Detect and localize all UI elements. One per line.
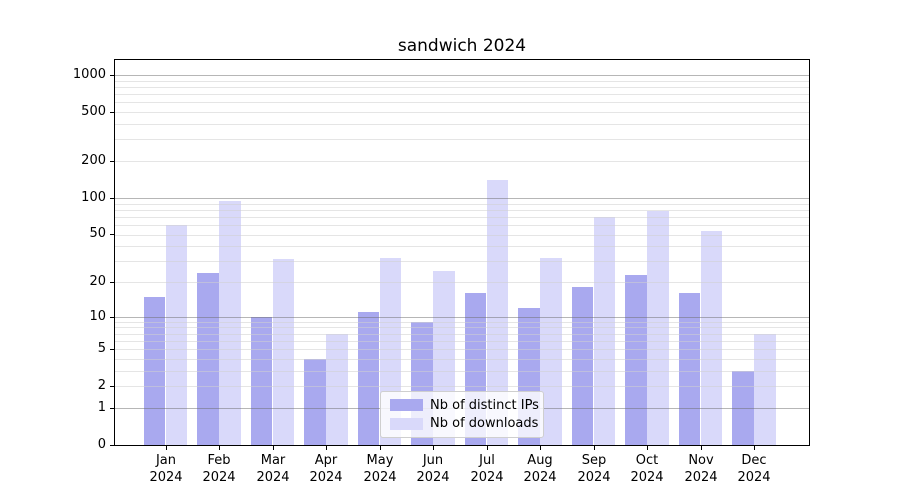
- x-tick-label-nov: Nov 2024: [684, 453, 718, 485]
- y-tick-mark: [110, 161, 114, 162]
- bar-distinct-ips-sep: [571, 287, 593, 445]
- bar-downloads-oct: [647, 211, 669, 445]
- y-tick-label: 50: [89, 226, 106, 241]
- y-tick-mark: [110, 234, 114, 235]
- x-tick-label-mar: Mar 2024: [256, 453, 290, 485]
- bar-downloads-sep: [593, 216, 615, 445]
- x-tick-label-jul: Jul 2024: [470, 453, 504, 485]
- bar-downloads-dec: [754, 333, 776, 445]
- legend-item-distinct-ips: Nb of distinct IPs: [390, 398, 539, 413]
- x-tick-mark: [326, 446, 327, 450]
- x-tick-mark: [487, 446, 488, 450]
- bar-downloads-nov: [700, 231, 722, 445]
- y-tick-mark: [110, 282, 114, 283]
- y-tick-label: 20: [89, 274, 106, 289]
- x-tick-mark: [647, 446, 648, 450]
- bar-distinct-ips-jan: [143, 296, 165, 445]
- bar-distinct-ips-dec: [732, 370, 754, 445]
- y-tick-mark: [110, 75, 114, 76]
- x-tick-label-jan: Jan 2024: [149, 453, 183, 485]
- bars-layer: [115, 60, 809, 445]
- y-tick-mark: [110, 112, 114, 113]
- bar-downloads-apr: [326, 333, 348, 445]
- y-tick-mark: [110, 445, 114, 446]
- y-tick-mark: [110, 386, 114, 387]
- x-tick-mark: [433, 446, 434, 450]
- x-tick-mark: [219, 446, 220, 450]
- plot-area: [114, 59, 810, 446]
- bar-distinct-ips-may: [357, 311, 379, 445]
- x-tick-mark: [701, 446, 702, 450]
- y-tick-mark: [110, 198, 114, 199]
- x-tick-mark: [594, 446, 595, 450]
- y-tick-label: 1000: [72, 67, 106, 82]
- legend-item-downloads: Nb of downloads: [390, 416, 538, 431]
- y-tick-label: 1: [97, 400, 106, 415]
- bar-downloads-aug: [540, 257, 562, 445]
- y-tick-mark: [110, 317, 114, 318]
- bar-distinct-ips-mar: [250, 316, 272, 445]
- x-tick-label-apr: Apr 2024: [309, 453, 343, 485]
- x-tick-label-dec: Dec 2024: [737, 453, 771, 485]
- bar-downloads-jan: [165, 224, 187, 445]
- y-tick-label: 0: [97, 437, 106, 452]
- x-tick-label-sep: Sep 2024: [577, 453, 611, 485]
- x-tick-mark: [273, 446, 274, 450]
- bar-distinct-ips-oct: [625, 274, 647, 445]
- x-tick-label-oct: Oct 2024: [630, 453, 664, 485]
- x-tick-label-may: May 2024: [363, 453, 397, 485]
- bar-downloads-feb: [219, 200, 241, 445]
- chart-title: sandwich 2024: [397, 36, 527, 56]
- x-tick-mark: [540, 446, 541, 450]
- bar-distinct-ips-nov: [678, 293, 700, 445]
- legend-label-downloads: Nb of downloads: [430, 416, 539, 432]
- x-tick-label-feb: Feb 2024: [202, 453, 236, 485]
- y-tick-label: 500: [81, 104, 106, 119]
- bar-distinct-ips-apr: [304, 358, 326, 445]
- legend-swatch-distinct-ips: [390, 399, 423, 412]
- bar-downloads-mar: [272, 259, 294, 445]
- x-tick-label-jun: Jun 2024: [416, 453, 450, 485]
- legend-label-distinct-ips: Nb of distinct IPs: [430, 397, 539, 413]
- x-tick-mark: [754, 446, 755, 450]
- legend: Nb of distinct IPs Nb of downloads: [380, 391, 544, 438]
- y-tick-label: 2: [97, 378, 106, 393]
- bar-distinct-ips-feb: [197, 272, 219, 445]
- y-tick-mark: [110, 408, 114, 409]
- y-tick-mark: [110, 349, 114, 350]
- legend-swatch-downloads: [390, 417, 423, 430]
- x-tick-label-aug: Aug 2024: [523, 453, 557, 485]
- x-tick-mark: [380, 446, 381, 450]
- x-tick-mark: [166, 446, 167, 450]
- y-tick-label: 5: [97, 341, 106, 356]
- y-tick-label: 10: [89, 309, 106, 324]
- y-tick-label: 200: [81, 153, 106, 168]
- y-tick-label: 100: [81, 190, 106, 205]
